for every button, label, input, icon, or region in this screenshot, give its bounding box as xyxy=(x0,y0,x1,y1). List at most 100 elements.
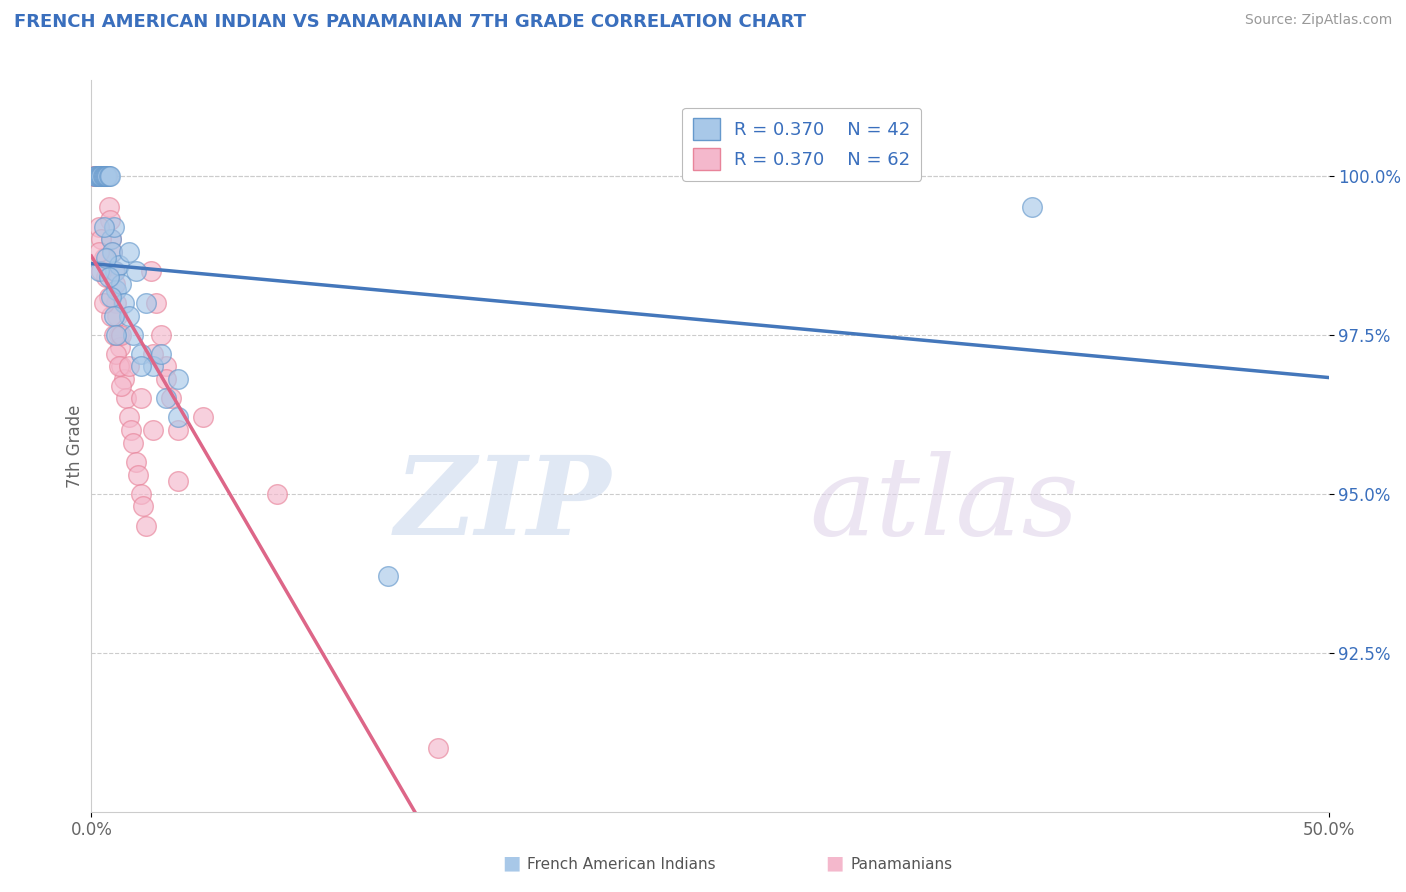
Point xyxy=(83,169,105,183)
Point xyxy=(93,169,115,183)
Point xyxy=(145,296,167,310)
Point xyxy=(155,372,177,386)
Point xyxy=(139,264,162,278)
Point xyxy=(100,289,122,303)
Point xyxy=(129,486,152,500)
Point xyxy=(84,169,107,183)
Point xyxy=(84,169,107,183)
Point xyxy=(97,201,120,215)
Point xyxy=(87,169,110,183)
Point xyxy=(105,283,128,297)
Point xyxy=(167,372,190,386)
Point xyxy=(125,264,148,278)
Point xyxy=(101,245,124,260)
Point xyxy=(110,277,132,291)
Point xyxy=(103,309,125,323)
Point xyxy=(122,435,145,450)
Point xyxy=(266,486,288,500)
Point xyxy=(110,378,132,392)
Point xyxy=(97,169,120,183)
Point xyxy=(112,372,135,386)
Text: Panamanians: Panamanians xyxy=(851,857,953,872)
Point xyxy=(96,169,118,183)
Point xyxy=(86,169,108,183)
Point xyxy=(1021,201,1043,215)
Point xyxy=(96,270,118,285)
Point xyxy=(107,359,129,374)
Point xyxy=(98,213,121,227)
Point xyxy=(93,296,115,310)
Point xyxy=(90,264,112,278)
Point xyxy=(120,423,142,437)
Point xyxy=(96,169,118,183)
Point xyxy=(122,327,145,342)
Point xyxy=(103,264,125,278)
Point xyxy=(125,455,148,469)
Point xyxy=(117,245,139,260)
Text: FRENCH AMERICAN INDIAN VS PANAMANIAN 7TH GRADE CORRELATION CHART: FRENCH AMERICAN INDIAN VS PANAMANIAN 7TH… xyxy=(14,13,806,31)
Point xyxy=(93,219,115,234)
Point xyxy=(129,347,152,361)
Point xyxy=(107,327,129,342)
Point xyxy=(129,392,152,406)
Point xyxy=(135,518,157,533)
Point xyxy=(142,347,165,361)
Point xyxy=(100,232,122,246)
Point xyxy=(142,359,165,374)
Point xyxy=(87,264,110,278)
Point xyxy=(101,245,124,260)
Point xyxy=(91,169,114,183)
Text: French American Indians: French American Indians xyxy=(527,857,716,872)
Point xyxy=(103,219,125,234)
Point xyxy=(105,327,128,342)
Point xyxy=(129,359,152,374)
Point xyxy=(108,340,131,354)
Point xyxy=(97,289,120,303)
Point xyxy=(96,169,118,183)
Point xyxy=(90,169,112,183)
Text: ■: ■ xyxy=(502,854,520,872)
Point xyxy=(117,410,139,425)
Text: Source: ZipAtlas.com: Source: ZipAtlas.com xyxy=(1244,13,1392,28)
Text: atlas: atlas xyxy=(808,450,1078,558)
Point xyxy=(89,169,111,183)
Point xyxy=(142,423,165,437)
Point xyxy=(115,392,138,406)
Y-axis label: 7th Grade: 7th Grade xyxy=(66,404,84,488)
Point xyxy=(104,277,127,291)
Point xyxy=(90,232,112,246)
Text: ■: ■ xyxy=(825,854,844,872)
Point xyxy=(105,347,128,361)
Point xyxy=(191,410,214,425)
Point xyxy=(94,169,117,183)
Point xyxy=(91,169,114,183)
Point xyxy=(87,219,110,234)
Point xyxy=(117,309,139,323)
Point xyxy=(132,500,155,514)
Point xyxy=(155,392,177,406)
Point xyxy=(97,270,120,285)
Point xyxy=(93,252,115,266)
Point xyxy=(104,264,127,278)
Point xyxy=(105,309,128,323)
Point xyxy=(87,169,110,183)
Point xyxy=(96,169,118,183)
Point xyxy=(167,474,190,488)
Point xyxy=(167,423,190,437)
Point xyxy=(87,245,110,260)
Point xyxy=(86,169,108,183)
Point xyxy=(135,296,157,310)
Point xyxy=(149,347,172,361)
Point xyxy=(110,327,132,342)
Legend: R = 0.370    N = 42, R = 0.370    N = 62: R = 0.370 N = 42, R = 0.370 N = 62 xyxy=(682,108,921,180)
Point xyxy=(100,309,122,323)
Point xyxy=(103,327,125,342)
Text: ZIP: ZIP xyxy=(395,450,612,558)
Point xyxy=(107,258,129,272)
Point xyxy=(167,410,190,425)
Point xyxy=(98,169,121,183)
Point xyxy=(110,359,132,374)
Point xyxy=(117,359,139,374)
Point xyxy=(155,359,177,374)
Point xyxy=(94,169,117,183)
